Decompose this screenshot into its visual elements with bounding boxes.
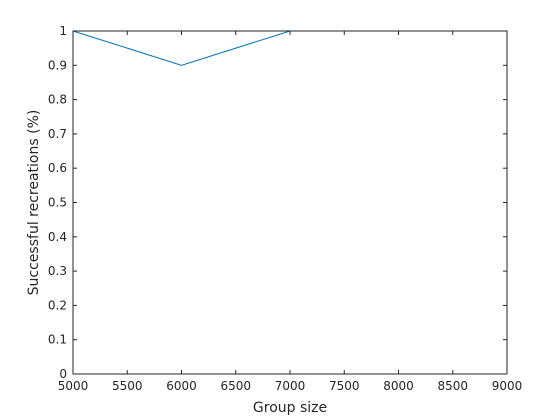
x-axis-label: Group size [253,400,327,416]
x-axis: 5000 5500 6000 6500 7000 7500 8000 8500 9000 [58,31,523,393]
y-axis: 0 0.1 0.2 0.3 0.4 0.5 0.6 0.7 0.8 0.9 1 [48,24,507,381]
x-tick-label: 7500 [329,379,360,393]
y-tick-label: 1 [59,24,67,38]
y-tick-label: 0.9 [48,58,67,72]
y-tick-label: 0.4 [48,230,67,244]
y-tick-label: 0.6 [48,161,67,175]
y-tick-label: 0.7 [48,127,67,141]
x-tick-label: 5500 [112,379,143,393]
y-tick-label: 0.8 [48,93,67,107]
x-tick-label: 7000 [275,379,306,393]
x-tick-label: 5000 [58,379,89,393]
x-tick-label: 6500 [220,379,251,393]
y-tick-label: 0.3 [48,264,67,278]
y-tick-label: 0.1 [48,333,67,347]
x-tick-label: 8000 [383,379,414,393]
y-tick-label: 0.5 [48,196,67,210]
y-tick-label: 0.2 [48,298,67,312]
x-tick-label: 6000 [166,379,197,393]
x-tick-label: 8500 [437,379,468,393]
x-tick-label: 9000 [492,379,523,393]
plot-area [72,30,508,375]
y-tick-label: 0 [59,367,67,381]
y-axis-label: Successful recreations (%) [26,110,42,296]
plot-background [73,31,507,374]
